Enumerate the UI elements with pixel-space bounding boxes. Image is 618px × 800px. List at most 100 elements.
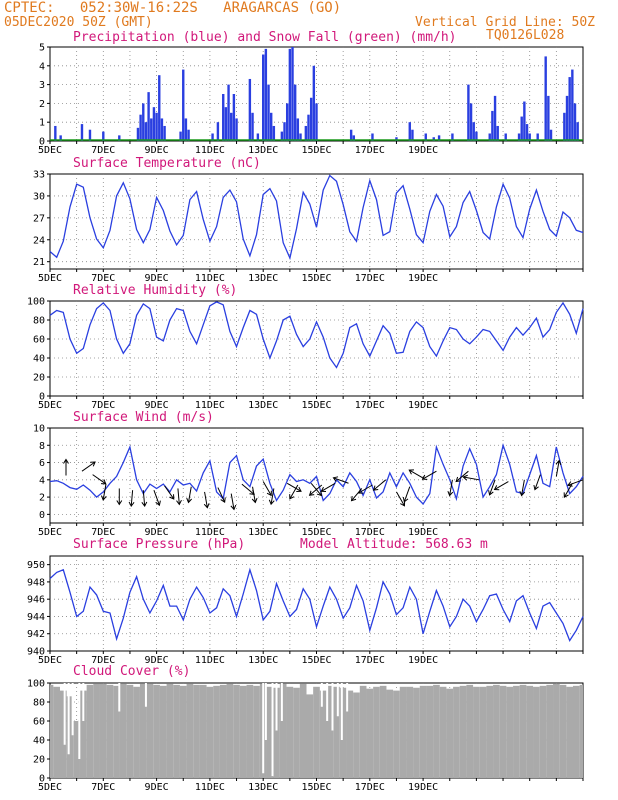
cloud-xtick-label: 5DEC (38, 782, 62, 793)
cloud-bar (213, 685, 220, 778)
precip-bar (517, 133, 521, 141)
precip-xtick-label: 15DEC (301, 145, 331, 156)
rh-xtick-label: 11DEC (195, 400, 225, 411)
rh-xtick-label: 19DEC (408, 400, 438, 411)
precip-xtick-label: 13DEC (248, 145, 278, 156)
cloud-xtick-label: 7DEC (91, 782, 115, 793)
wind-arrow (81, 461, 96, 472)
wind-title: Surface Wind (m/s) (73, 410, 214, 425)
temp-title: Surface Temperature (nC) (73, 156, 261, 171)
cloud-bar (526, 685, 534, 778)
cloud-bar (419, 685, 427, 778)
cloud-bar (466, 684, 474, 778)
wind-arrow (309, 484, 323, 496)
pres-xtick-label: 19DEC (408, 655, 438, 666)
precip-bar (248, 78, 252, 141)
wind-arrow (92, 474, 107, 485)
precip-bar (504, 133, 507, 141)
wind-arrow-head (141, 501, 148, 508)
precip-bar (520, 116, 523, 141)
temp-xtick-label: 17DEC (355, 273, 385, 284)
cloud-bar (306, 694, 314, 778)
cloud-bar (293, 687, 300, 778)
wind-arrow (187, 486, 192, 503)
precip-bar (451, 133, 454, 141)
precip-bar (80, 124, 84, 141)
precip-bar (469, 103, 473, 141)
cloud-bar (50, 684, 54, 778)
cloud-bar (333, 686, 340, 778)
pres-title: Surface Pressure (hPa) (73, 537, 246, 552)
wind-xtick-label: 7DEC (91, 527, 115, 538)
pres-xtick-label: 9DEC (145, 655, 169, 666)
precip-bar (299, 133, 302, 141)
rh-ytick-label: 0 (39, 392, 45, 403)
wind-arrow-head (308, 490, 315, 496)
cloud-bar (453, 686, 460, 778)
pres-xtick-label: 11DEC (195, 655, 225, 666)
precip-bar (102, 131, 105, 141)
cloud-bar (153, 684, 160, 778)
precip-bar (256, 133, 260, 141)
precip-bar (280, 131, 284, 141)
cloud-bar (93, 683, 100, 778)
wind-arrow (153, 490, 160, 506)
cloud-dip (264, 683, 267, 740)
pres-xtick-label: 13DEC (248, 655, 278, 666)
altitude-label: Model Altitude: 568.63 m (300, 537, 488, 552)
pres-ytick-label: 942 (27, 629, 45, 640)
wind-arrow-head (100, 495, 107, 501)
precip-ytick-label: 2 (39, 99, 45, 110)
precip-bar (144, 122, 148, 141)
wind-arrow (270, 488, 275, 505)
wind-arrow-head (203, 503, 210, 509)
precip-bar (182, 69, 185, 141)
cloud-bar (106, 684, 114, 778)
precip-bar (547, 95, 550, 141)
cloud-bar (199, 684, 207, 778)
wind-arrow-head (533, 484, 539, 491)
precip-bar (395, 137, 398, 141)
wind-arrow (489, 479, 496, 496)
cloud-xtick-label: 15DEC (301, 782, 331, 793)
wind-xtick-label: 5DEC (38, 527, 62, 538)
precip-bar (371, 133, 374, 141)
cloud-bar (379, 685, 387, 778)
cloud-dip (144, 683, 147, 707)
cloud-bar (133, 686, 140, 778)
cloud-title: Cloud Cover (%) (73, 664, 191, 679)
cloud-xtick-label: 11DEC (195, 782, 225, 793)
wind-arrow (321, 482, 336, 492)
precip-bar (224, 107, 228, 141)
wind-line (49, 442, 584, 506)
cloud-bar (359, 685, 367, 778)
precip-bar (563, 112, 566, 141)
rh-xtick-label: 9DEC (145, 400, 169, 411)
wind-arrow-head (90, 461, 96, 467)
cloud-dip (275, 683, 278, 731)
cloud-dip (271, 683, 274, 777)
wind-arrow (142, 490, 146, 507)
cloud-bar (479, 686, 487, 778)
cloud-dip (331, 683, 334, 731)
wind-xtick-label: 15DEC (301, 527, 331, 538)
wind-arrow (567, 479, 584, 486)
precip-bar (187, 129, 190, 141)
cloud-bar (439, 686, 447, 778)
cloud-dip (320, 683, 323, 707)
wind-arrow-head (400, 501, 406, 507)
precip-bar (291, 47, 294, 141)
precip-bar (536, 133, 539, 141)
wind-ytick-label: 2 (39, 493, 45, 504)
precip-bar (142, 103, 145, 141)
precip-bar (269, 112, 273, 141)
cloud-dip (262, 683, 265, 774)
cloud-bar (273, 687, 280, 778)
precip-bar (184, 118, 188, 141)
precip-bar (211, 133, 214, 141)
wind-arrow (422, 470, 437, 480)
cloud-bar (366, 688, 374, 778)
wind-arrow (252, 486, 256, 503)
cloud-dip (346, 683, 349, 712)
